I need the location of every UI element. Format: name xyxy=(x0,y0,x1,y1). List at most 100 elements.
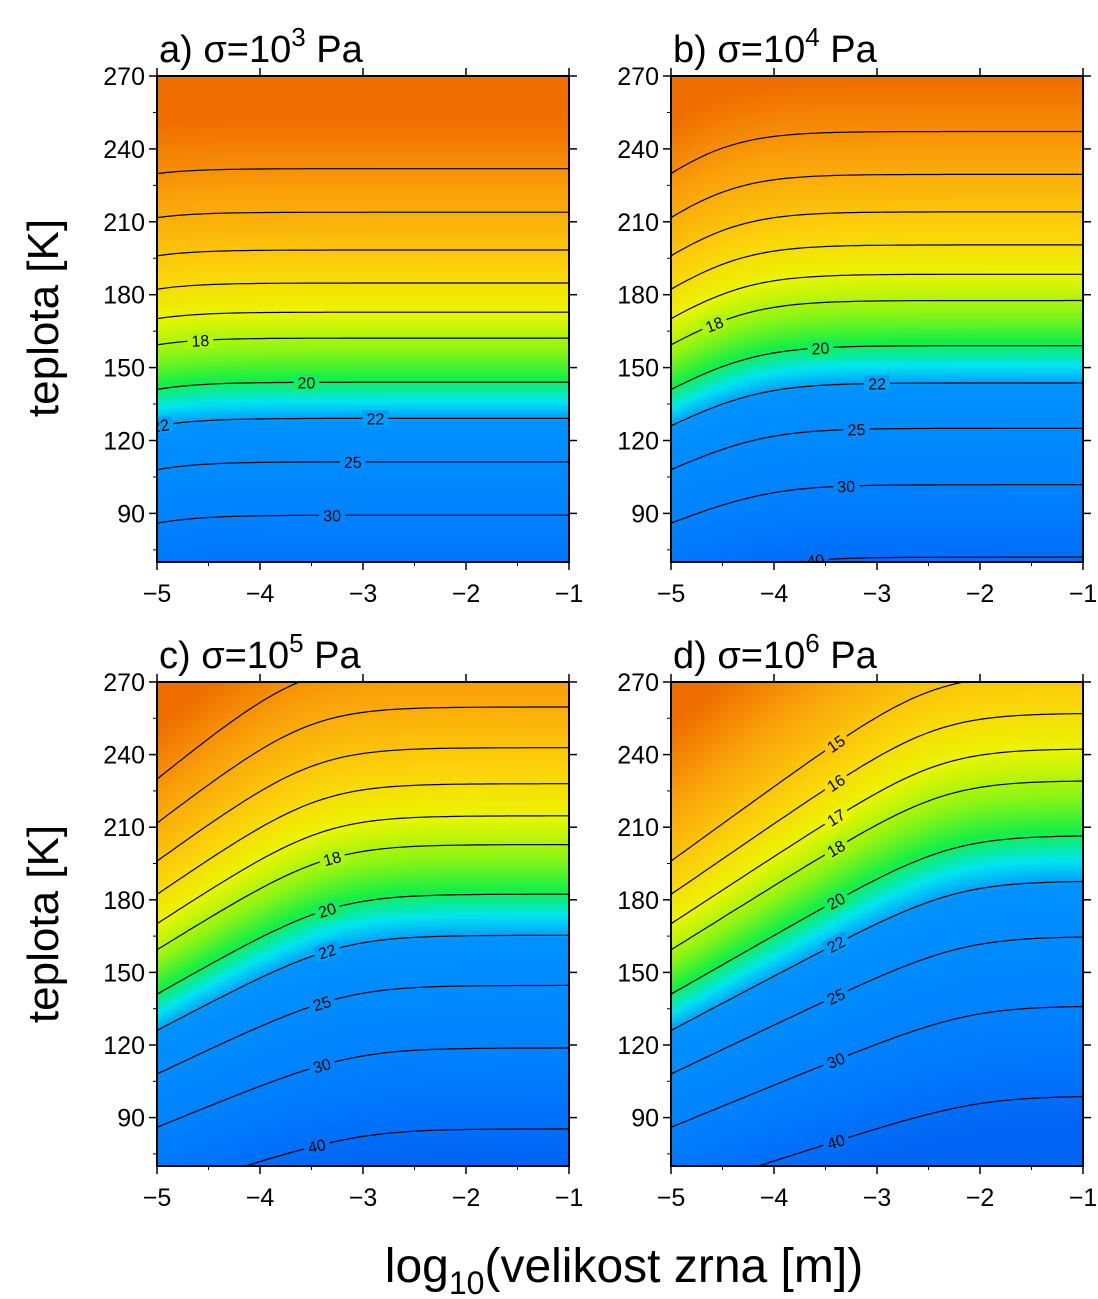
contour-label-text: 25 xyxy=(825,986,848,1009)
contour-label-16: 16 xyxy=(820,768,852,797)
contour-label-text: 25 xyxy=(847,422,865,439)
y-tick-label: 180 xyxy=(103,282,145,310)
panel-title-exponent: 6 xyxy=(805,628,819,658)
contours-2: 18 20 22 25 30 40 xyxy=(157,682,569,1166)
contour-line-15 xyxy=(157,249,569,257)
contour-label-18: 18 xyxy=(186,331,214,351)
contour-label-text: 22 xyxy=(868,376,886,393)
y-tick-label: 270 xyxy=(103,63,145,91)
y-tick-label: 150 xyxy=(103,355,145,383)
panel-title-suffix: Pa xyxy=(820,635,878,677)
contour-line-25 xyxy=(157,984,569,1075)
y-tick-label: 270 xyxy=(617,63,659,91)
contour-line-20 xyxy=(157,893,569,995)
contour-label-text: 40 xyxy=(306,1137,327,1158)
contour-label-40: 40 xyxy=(821,1129,851,1154)
panel-title-exponent: 4 xyxy=(805,22,819,52)
x-tick-label: −1 xyxy=(555,580,584,608)
contour-line-30 xyxy=(671,484,1083,524)
contour-label-18: 18 xyxy=(317,846,347,870)
x-tick-label: −2 xyxy=(452,580,481,608)
x-tick-label: −2 xyxy=(966,580,995,608)
x-tick-label: −3 xyxy=(863,580,892,608)
contour-label-text: 25 xyxy=(344,455,362,472)
contour-label-30: 30 xyxy=(319,507,346,525)
contour-label-text: 40 xyxy=(287,576,305,593)
contour-label-text: 40 xyxy=(806,552,825,570)
contour-label-text: 18 xyxy=(322,849,344,870)
contour-line-30 xyxy=(157,514,569,524)
panel-title-exponent: 3 xyxy=(291,22,305,52)
contour-label-text: 30 xyxy=(323,508,341,525)
y-tick-label: 210 xyxy=(617,814,659,842)
y-tick-label: 270 xyxy=(617,669,659,697)
contour-label-text: 20 xyxy=(825,890,849,914)
x-axis-title-main: log xyxy=(385,1240,449,1293)
contour-line-25 xyxy=(671,427,1083,471)
y-tick-label: 150 xyxy=(617,959,659,987)
contour-line-17 xyxy=(157,311,569,320)
panel-title-suffix: Pa xyxy=(820,29,878,71)
contour-label-40: 40 xyxy=(801,551,829,570)
contour-line-13 xyxy=(671,130,1083,175)
contour-line-16 xyxy=(157,282,569,290)
contour-label-text: 20 xyxy=(297,375,315,392)
contour-label-20: 20 xyxy=(820,887,852,915)
y-tick-label: 240 xyxy=(617,742,659,770)
contour-line-14 xyxy=(157,706,569,824)
x-tick-label: −2 xyxy=(966,1184,995,1212)
contour-line-14 xyxy=(671,173,1083,219)
contour-label-text: 18 xyxy=(191,333,210,351)
contour-label-text: 16 xyxy=(825,772,849,796)
x-tick-label: −5 xyxy=(143,1184,172,1212)
x-tick-label: −1 xyxy=(1069,580,1098,608)
x-tick-label: −2 xyxy=(452,1184,481,1212)
contour-label-text: 22 xyxy=(366,411,384,428)
x-tick-label: −5 xyxy=(657,1184,686,1212)
contour-line-40 xyxy=(243,1128,569,1166)
x-tick-label: −3 xyxy=(863,1184,892,1212)
contour-label-30: 30 xyxy=(832,477,860,496)
panel-title-prefix: b) σ=10 xyxy=(673,29,805,71)
x-tick-label: −4 xyxy=(760,580,789,608)
y-tick-label: 90 xyxy=(631,1105,659,1133)
contour-line-15 xyxy=(671,211,1083,257)
y-axis-title-top: teplota [K] xyxy=(19,219,68,417)
x-tick-label: −4 xyxy=(760,1184,789,1212)
contour-label-text: 22 xyxy=(150,417,170,437)
contours-1: 18 20 22 25 30 40 xyxy=(671,130,1083,570)
contour-label-25: 25 xyxy=(820,983,851,1009)
x-tick-label: −1 xyxy=(1069,1184,1098,1212)
contour-label-text: 25 xyxy=(311,994,333,1015)
contour-label-22: 22 xyxy=(362,410,389,428)
contours-0: 18 20 22 22 25 30 40 xyxy=(150,168,569,593)
y-tick-label: 240 xyxy=(103,136,145,164)
y-tick-label: 120 xyxy=(617,1032,659,1060)
contour-line-13 xyxy=(157,168,569,175)
heatmap-1 xyxy=(671,76,1083,562)
contour-label-40: 40 xyxy=(283,575,309,593)
y-tick-label: 120 xyxy=(103,428,145,456)
contour-line-18 xyxy=(671,299,1083,346)
panel-title-suffix: Pa xyxy=(304,635,362,677)
contour-line-22 xyxy=(671,880,1083,1032)
contour-label-20: 20 xyxy=(293,374,320,392)
contour-label-22: 22 xyxy=(312,939,342,963)
panel-0: 18 20 22 22 25 30 40 270 240 210 180 150 120 90 −5 −4 −3… xyxy=(103,22,583,608)
y-tick-label: 120 xyxy=(617,428,659,456)
contour-label-30: 30 xyxy=(307,1054,337,1077)
contour-line-15 xyxy=(671,682,967,862)
x-axis-title-subscript: 10 xyxy=(449,1265,485,1299)
contour-line-16 xyxy=(157,783,569,895)
contour-line-18 xyxy=(157,844,569,951)
contour-label-text: 30 xyxy=(311,1056,333,1077)
contour-label-30: 30 xyxy=(820,1047,851,1073)
panel-title-0: a) σ=103 Pa xyxy=(159,22,364,71)
panel-title-exponent: 5 xyxy=(289,628,303,658)
contour-label-18: 18 xyxy=(699,311,730,337)
y-tick-label: 120 xyxy=(103,1032,145,1060)
contour-line-16 xyxy=(671,713,1083,895)
contour-label-20: 20 xyxy=(312,898,342,922)
